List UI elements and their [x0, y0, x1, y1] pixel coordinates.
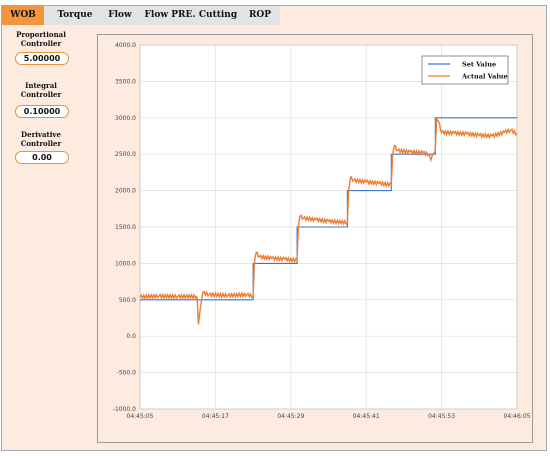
- tab-rop[interactable]: ROP: [248, 10, 272, 20]
- x-tick-label: 04:45:05: [127, 413, 154, 420]
- legend-label: Actual Value: [461, 72, 508, 80]
- x-tick-label: 04:45:17: [202, 413, 229, 420]
- proportional-label-line1: Proportional: [16, 30, 66, 39]
- proportional-label-line2: Controller: [20, 38, 62, 48]
- y-tick-label: 0.0: [126, 333, 136, 340]
- app-frame: WOB Torque Flow Flow PRE. Cutting ROP Pr…: [1, 5, 547, 451]
- tab-bar: WOB Torque Flow Flow PRE. Cutting ROP: [2, 6, 280, 25]
- tab-torque[interactable]: Torque: [57, 10, 93, 20]
- y-tick-label: 1000.0: [115, 260, 136, 267]
- tab-flow[interactable]: Flow: [108, 10, 132, 20]
- tab-wob[interactable]: WOB: [2, 6, 44, 25]
- x-tick-label: 04:46:05: [504, 413, 531, 420]
- integral-label-line1: Integral: [25, 81, 57, 90]
- tab-cutting[interactable]: Cutting: [198, 10, 238, 20]
- y-tick-label: 2500.0: [115, 151, 136, 158]
- derivative-label-line2: Controller: [20, 138, 62, 148]
- derivative-label-line1: Derivative: [21, 130, 61, 139]
- proportional-controller-input[interactable]: 5.00000: [15, 52, 69, 65]
- integral-controller-input[interactable]: 0.10000: [15, 105, 69, 118]
- integral-controller-label: Integral Controller: [2, 81, 80, 99]
- y-tick-label: 3000.0: [115, 115, 136, 122]
- x-tick-label: 04:45:53: [428, 413, 455, 420]
- y-tick-label: 500.0: [119, 297, 136, 304]
- y-tick-label: 1500.0: [115, 224, 136, 231]
- y-tick-label: 2000.0: [115, 188, 136, 195]
- y-tick-label: 4000.0: [115, 42, 136, 49]
- x-tick-label: 04:45:29: [277, 413, 304, 420]
- tab-flow-pre[interactable]: Flow PRE.: [144, 10, 196, 20]
- actual-value-line: [139, 117, 518, 325]
- x-tick-label: 04:45:41: [353, 413, 380, 420]
- derivative-controller-label: Derivative Controller: [2, 130, 80, 148]
- y-tick-label: -500.0: [117, 370, 137, 377]
- integral-label-line2: Controller: [20, 89, 62, 99]
- legend-label: Set Value: [462, 60, 496, 68]
- derivative-controller-input[interactable]: 0.00: [15, 151, 69, 164]
- proportional-controller-label: Proportional Controller: [2, 30, 80, 48]
- chart-panel: 4000.0 3500.0 3000.0 2500.0 2000.0 1500.0 1000…: [97, 34, 533, 443]
- y-tick-label: 3500.0: [115, 78, 136, 85]
- legend-box: [421, 55, 509, 85]
- wob-chart: 4000.0 3500.0 3000.0 2500.0 2000.0 1500.0 1000…: [113, 42, 531, 420]
- y-tick-label: -1000.0: [113, 406, 136, 413]
